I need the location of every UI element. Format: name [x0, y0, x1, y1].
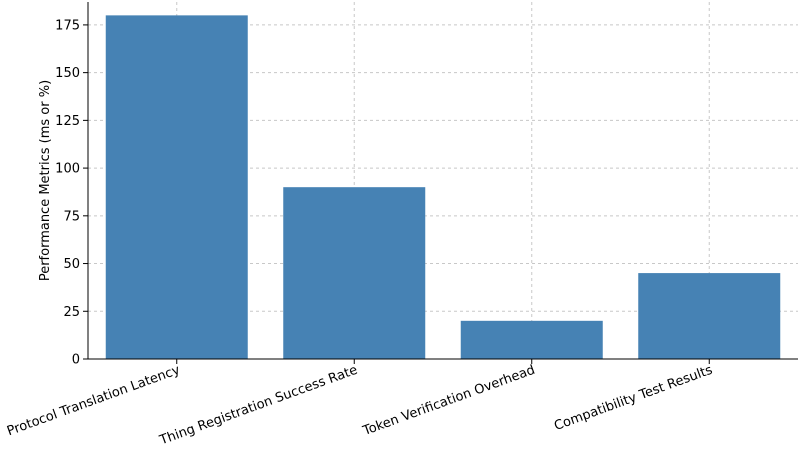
- y-tick-label: 150: [55, 66, 80, 81]
- y-axis-title: Performance Metrics (ms or %): [38, 80, 53, 281]
- x-tick-label: Token Verification Overhead: [360, 363, 537, 440]
- bar: [105, 15, 248, 359]
- x-tick-label: Protocol Translation Latency: [5, 363, 182, 440]
- x-tick-label: Compatibility Test Results: [552, 363, 715, 434]
- axes: [87, 2, 798, 360]
- y-ticks: 0 25 50 75 100 125 150 175: [55, 18, 88, 368]
- bar: [283, 187, 426, 359]
- y-tick-label: 25: [63, 305, 80, 320]
- y-tick-label: 175: [55, 18, 80, 33]
- bar: [460, 320, 603, 359]
- y-tick-label: 50: [63, 257, 80, 272]
- y-tick-label: 75: [63, 209, 80, 224]
- y-tick-label: 125: [55, 114, 80, 129]
- x-tick-label: Thing Registration Success Rate: [157, 363, 360, 449]
- bars: [105, 15, 781, 359]
- bar: [638, 273, 781, 359]
- y-tick-label: 0: [72, 353, 80, 368]
- y-tick-label: 100: [55, 162, 80, 177]
